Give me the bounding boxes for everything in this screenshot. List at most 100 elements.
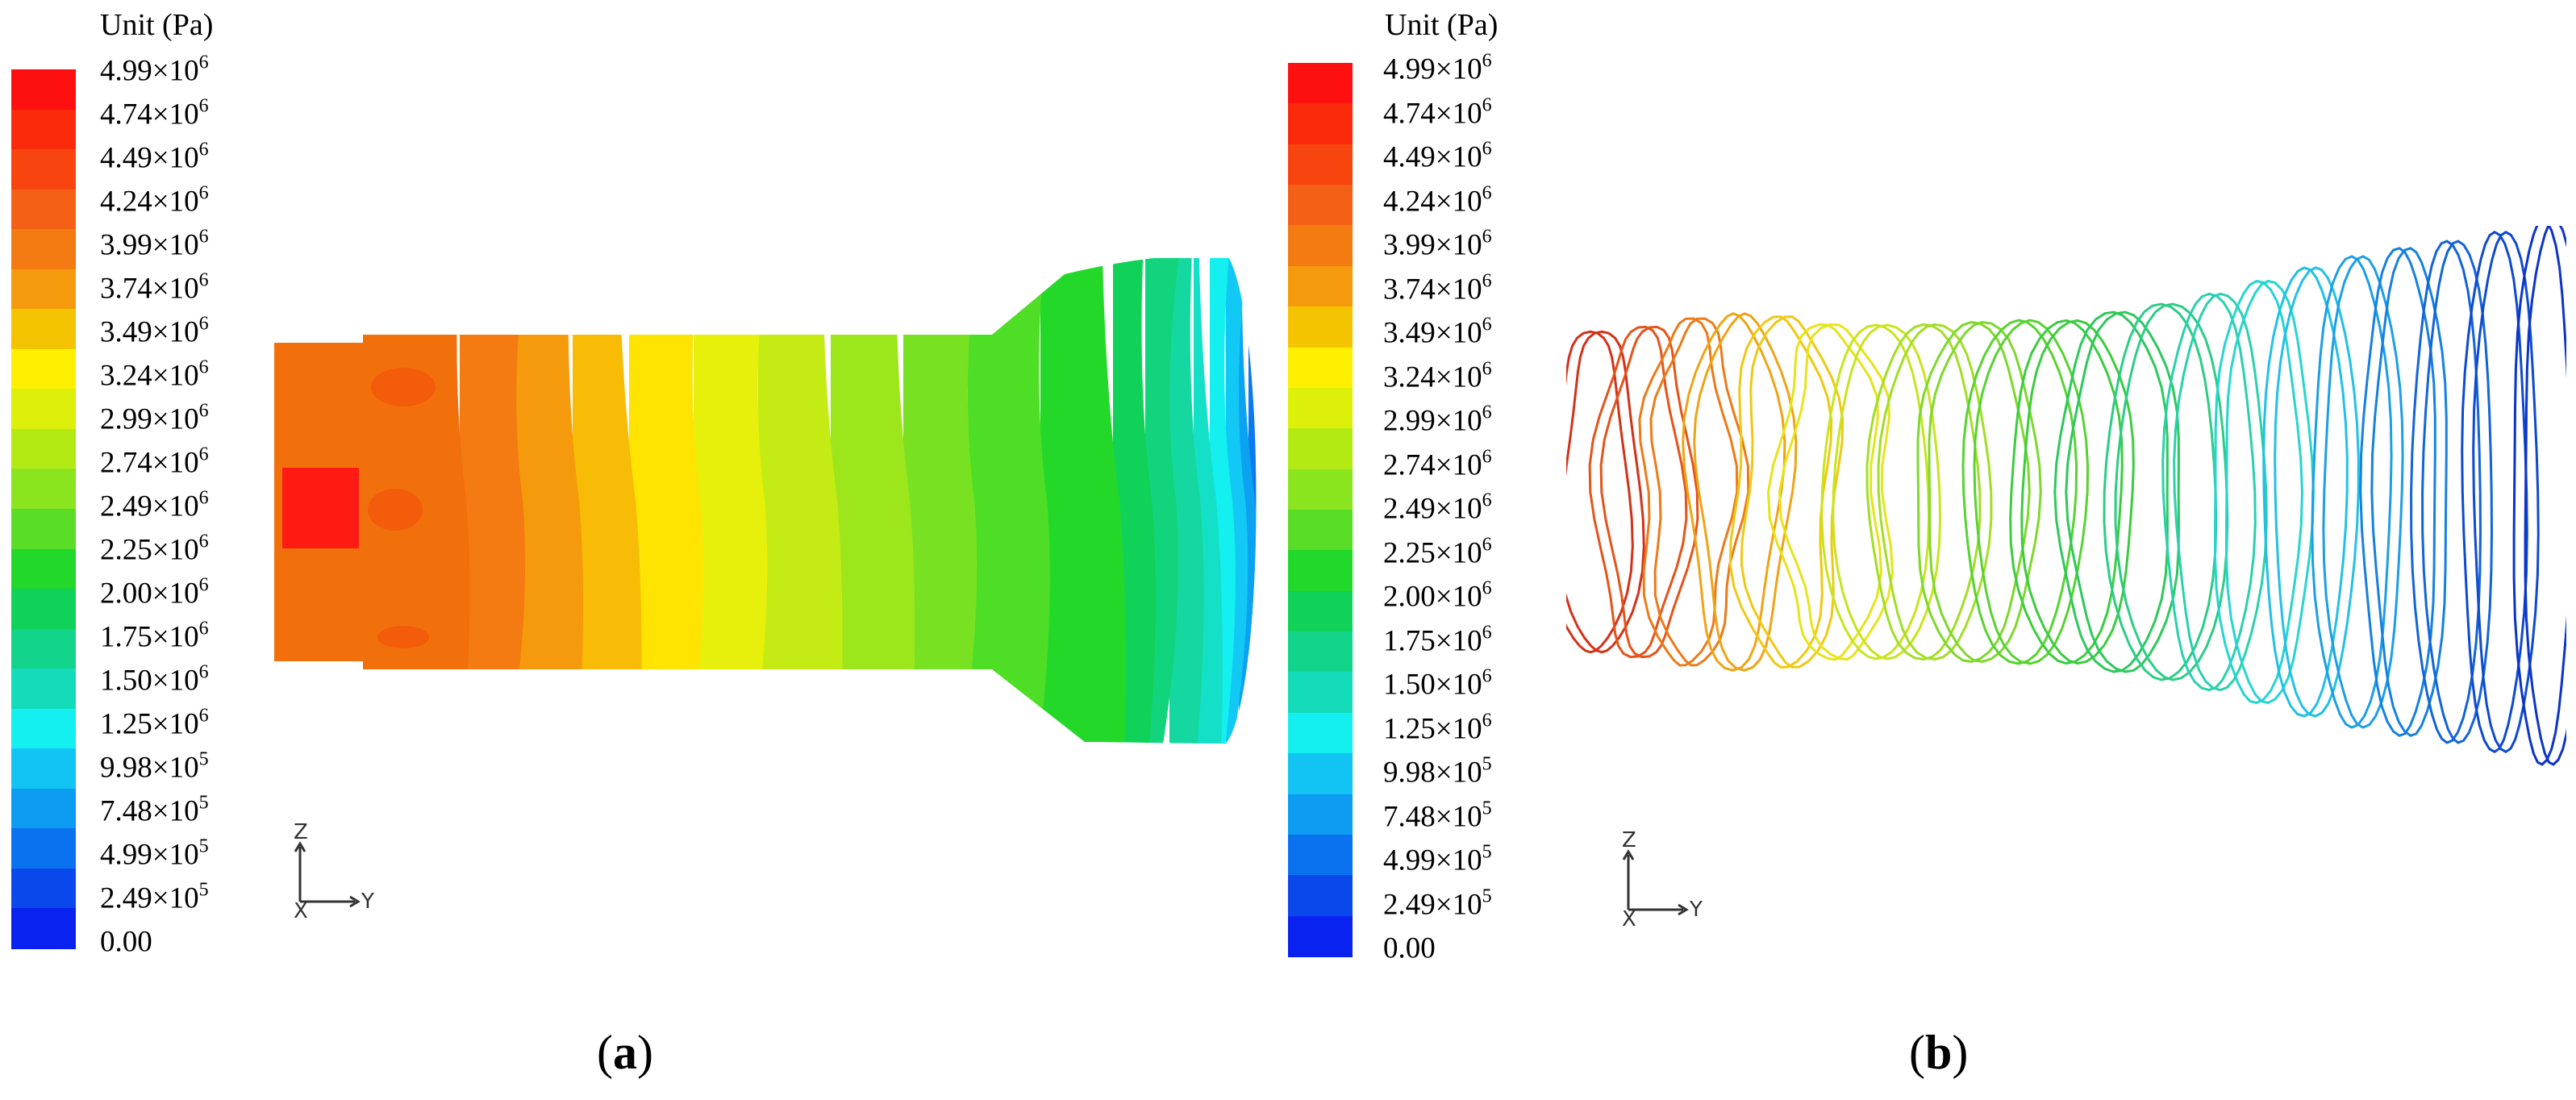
- color-scale-swatch: [11, 908, 76, 949]
- pressure-ring: [1588, 325, 1688, 659]
- axis-y-label: Y: [361, 890, 374, 914]
- pressure-ring: [2274, 266, 2360, 718]
- pressure-ring: [1865, 323, 1982, 661]
- pressure-ring: [1693, 312, 1798, 672]
- color-scale-swatch: [1288, 387, 1353, 430]
- pressure-ring: [2461, 231, 2528, 753]
- color-scale-swatch: [1288, 225, 1353, 267]
- color-scale-tick-label: 1.25×106: [100, 705, 209, 741]
- color-scale-swatch: [11, 828, 76, 869]
- color-scale-labels: 4.99×106 4.74×106 4.49×106 4.24×106 3.99×106…: [1383, 52, 1569, 964]
- pressure-ring: [2053, 310, 2169, 673]
- color-scale-tick-label: 3.74×106: [100, 269, 209, 306]
- pressure-ring: [1566, 330, 1634, 654]
- pressure-ring: [2472, 231, 2540, 753]
- color-scale-tick-label: 4.99×105: [100, 835, 209, 872]
- color-scale-tick-label: 3.99×106: [100, 226, 209, 262]
- pressure-band: [1262, 258, 1274, 758]
- color-scale-swatch: [11, 149, 76, 190]
- pressure-ring: [1682, 312, 1786, 672]
- pressure-ring: [1877, 323, 1993, 661]
- pressure-ring: [2103, 302, 2218, 681]
- color-scale-swatch: [11, 669, 76, 710]
- color-scale-swatch: [11, 469, 76, 510]
- color-scale-bar: [1288, 63, 1353, 957]
- color-scale-swatch: [11, 109, 76, 151]
- color-scale-tick-label: 4.24×106: [1383, 182, 1492, 218]
- pressure-band: [831, 258, 915, 744]
- color-scale-tick-label: 2.00×106: [1383, 577, 1492, 614]
- color-scale-tick-label: 9.98×105: [100, 748, 209, 785]
- color-scale-swatch: [1288, 753, 1353, 795]
- pressure-ring: [1566, 330, 1645, 654]
- inlet-stub: [282, 468, 359, 548]
- color-scale-swatch: [1288, 712, 1353, 755]
- color-scale-labels: 4.99×106 4.74×106 4.49×106 4.24×106 3.99×106…: [100, 53, 277, 957]
- color-scale-swatch: [11, 389, 76, 430]
- color-scale-swatch: [1288, 428, 1353, 470]
- pressure-ring: [2524, 226, 2566, 766]
- color-scale-swatch: [11, 428, 76, 470]
- color-scale-tick-label: 1.75×106: [100, 618, 209, 654]
- color-scale-tick-label: 1.25×106: [1383, 710, 1492, 745]
- color-scale-tick-label: 2.49×106: [1383, 490, 1492, 526]
- color-scale-swatch: [11, 868, 76, 910]
- color-scale-tick-label: 2.49×105: [100, 879, 209, 915]
- color-scale-swatch: [1288, 915, 1353, 957]
- color-scale-tick-label: 1.75×106: [1383, 622, 1492, 657]
- pressure-band: [460, 258, 527, 744]
- color-scale-tick-label: 3.49×106: [1383, 314, 1492, 350]
- color-scale-tick-label: 7.48×105: [100, 792, 209, 828]
- pressure-bands: [274, 258, 1274, 758]
- color-scale-tick-label: 3.74×106: [1383, 270, 1492, 306]
- caption-b: (b): [1909, 1026, 1969, 1079]
- axis-triad: Z Y X: [1622, 828, 1703, 927]
- color-scale-tick-label: 2.74×106: [1383, 446, 1492, 481]
- color-scale-tick-label: 2.99×106: [1383, 402, 1492, 438]
- pressure-band: [1169, 258, 1204, 744]
- pressure-band: [516, 258, 584, 744]
- pressure-band: [1254, 258, 1257, 744]
- color-scale-swatch: [11, 189, 76, 231]
- color-scale-tick-label: 7.48×105: [1383, 798, 1492, 833]
- color-scale-tick-label: 9.98×105: [1383, 753, 1492, 790]
- pressure-ring: [2020, 319, 2135, 665]
- panel-a: Unit (Pa) 4.99×106 4.74×106 4.49×106 4.24×1…: [11, 8, 1274, 1077]
- color-scale-swatch: [11, 309, 76, 350]
- color-scale-swatch: [11, 509, 76, 550]
- color-scale-swatch: [1288, 672, 1353, 714]
- color-scale-swatch: [11, 788, 76, 830]
- color-scale-swatch: [1288, 631, 1353, 673]
- color-scale-swatch: [1288, 185, 1353, 227]
- high-pressure-spot: [368, 489, 423, 531]
- pressure-band: [903, 258, 978, 744]
- color-scale-tick-label: 4.99×106: [1383, 50, 1492, 86]
- color-scale-swatch: [1288, 265, 1353, 308]
- color-scale-tick-label: 4.74×106: [100, 95, 209, 131]
- color-scale-swatch: [11, 548, 76, 590]
- pressure-band: [694, 258, 768, 744]
- color-scale-swatch: [1288, 63, 1353, 105]
- color-scale-tick-label: 2.99×106: [100, 400, 209, 436]
- legend-unit: Unit (Pa): [100, 8, 214, 42]
- color-scale-swatch: [1288, 834, 1353, 877]
- pressure-ring: [2311, 255, 2393, 729]
- color-scale-tick-label: 4.49×106: [100, 139, 209, 175]
- color-scale-tick-label: 4.24×106: [100, 182, 209, 219]
- high-pressure-spot: [377, 626, 429, 648]
- pressure-ring: [1973, 319, 2090, 665]
- color-scale-tick-label: 2.25×106: [1383, 534, 1492, 569]
- pressure-ring: [2512, 226, 2566, 766]
- axis-y-label: Y: [1689, 898, 1703, 922]
- pressure-rings: [1566, 226, 2566, 766]
- color-scale-tick-label: 1.50×106: [1383, 665, 1492, 702]
- color-scale-tick-label: 3.24×106: [100, 356, 209, 393]
- color-scale-tick-label: 0.00: [100, 925, 152, 959]
- pressure-band: [629, 258, 703, 744]
- pressure-ring: [2065, 310, 2180, 673]
- color-scale-swatch: [11, 628, 76, 670]
- pressure-ring: [1928, 320, 2042, 664]
- pressure-ring: [2359, 247, 2436, 737]
- pressure-ring: [2214, 279, 2303, 705]
- color-scale-tick-label: 3.24×106: [1383, 358, 1492, 394]
